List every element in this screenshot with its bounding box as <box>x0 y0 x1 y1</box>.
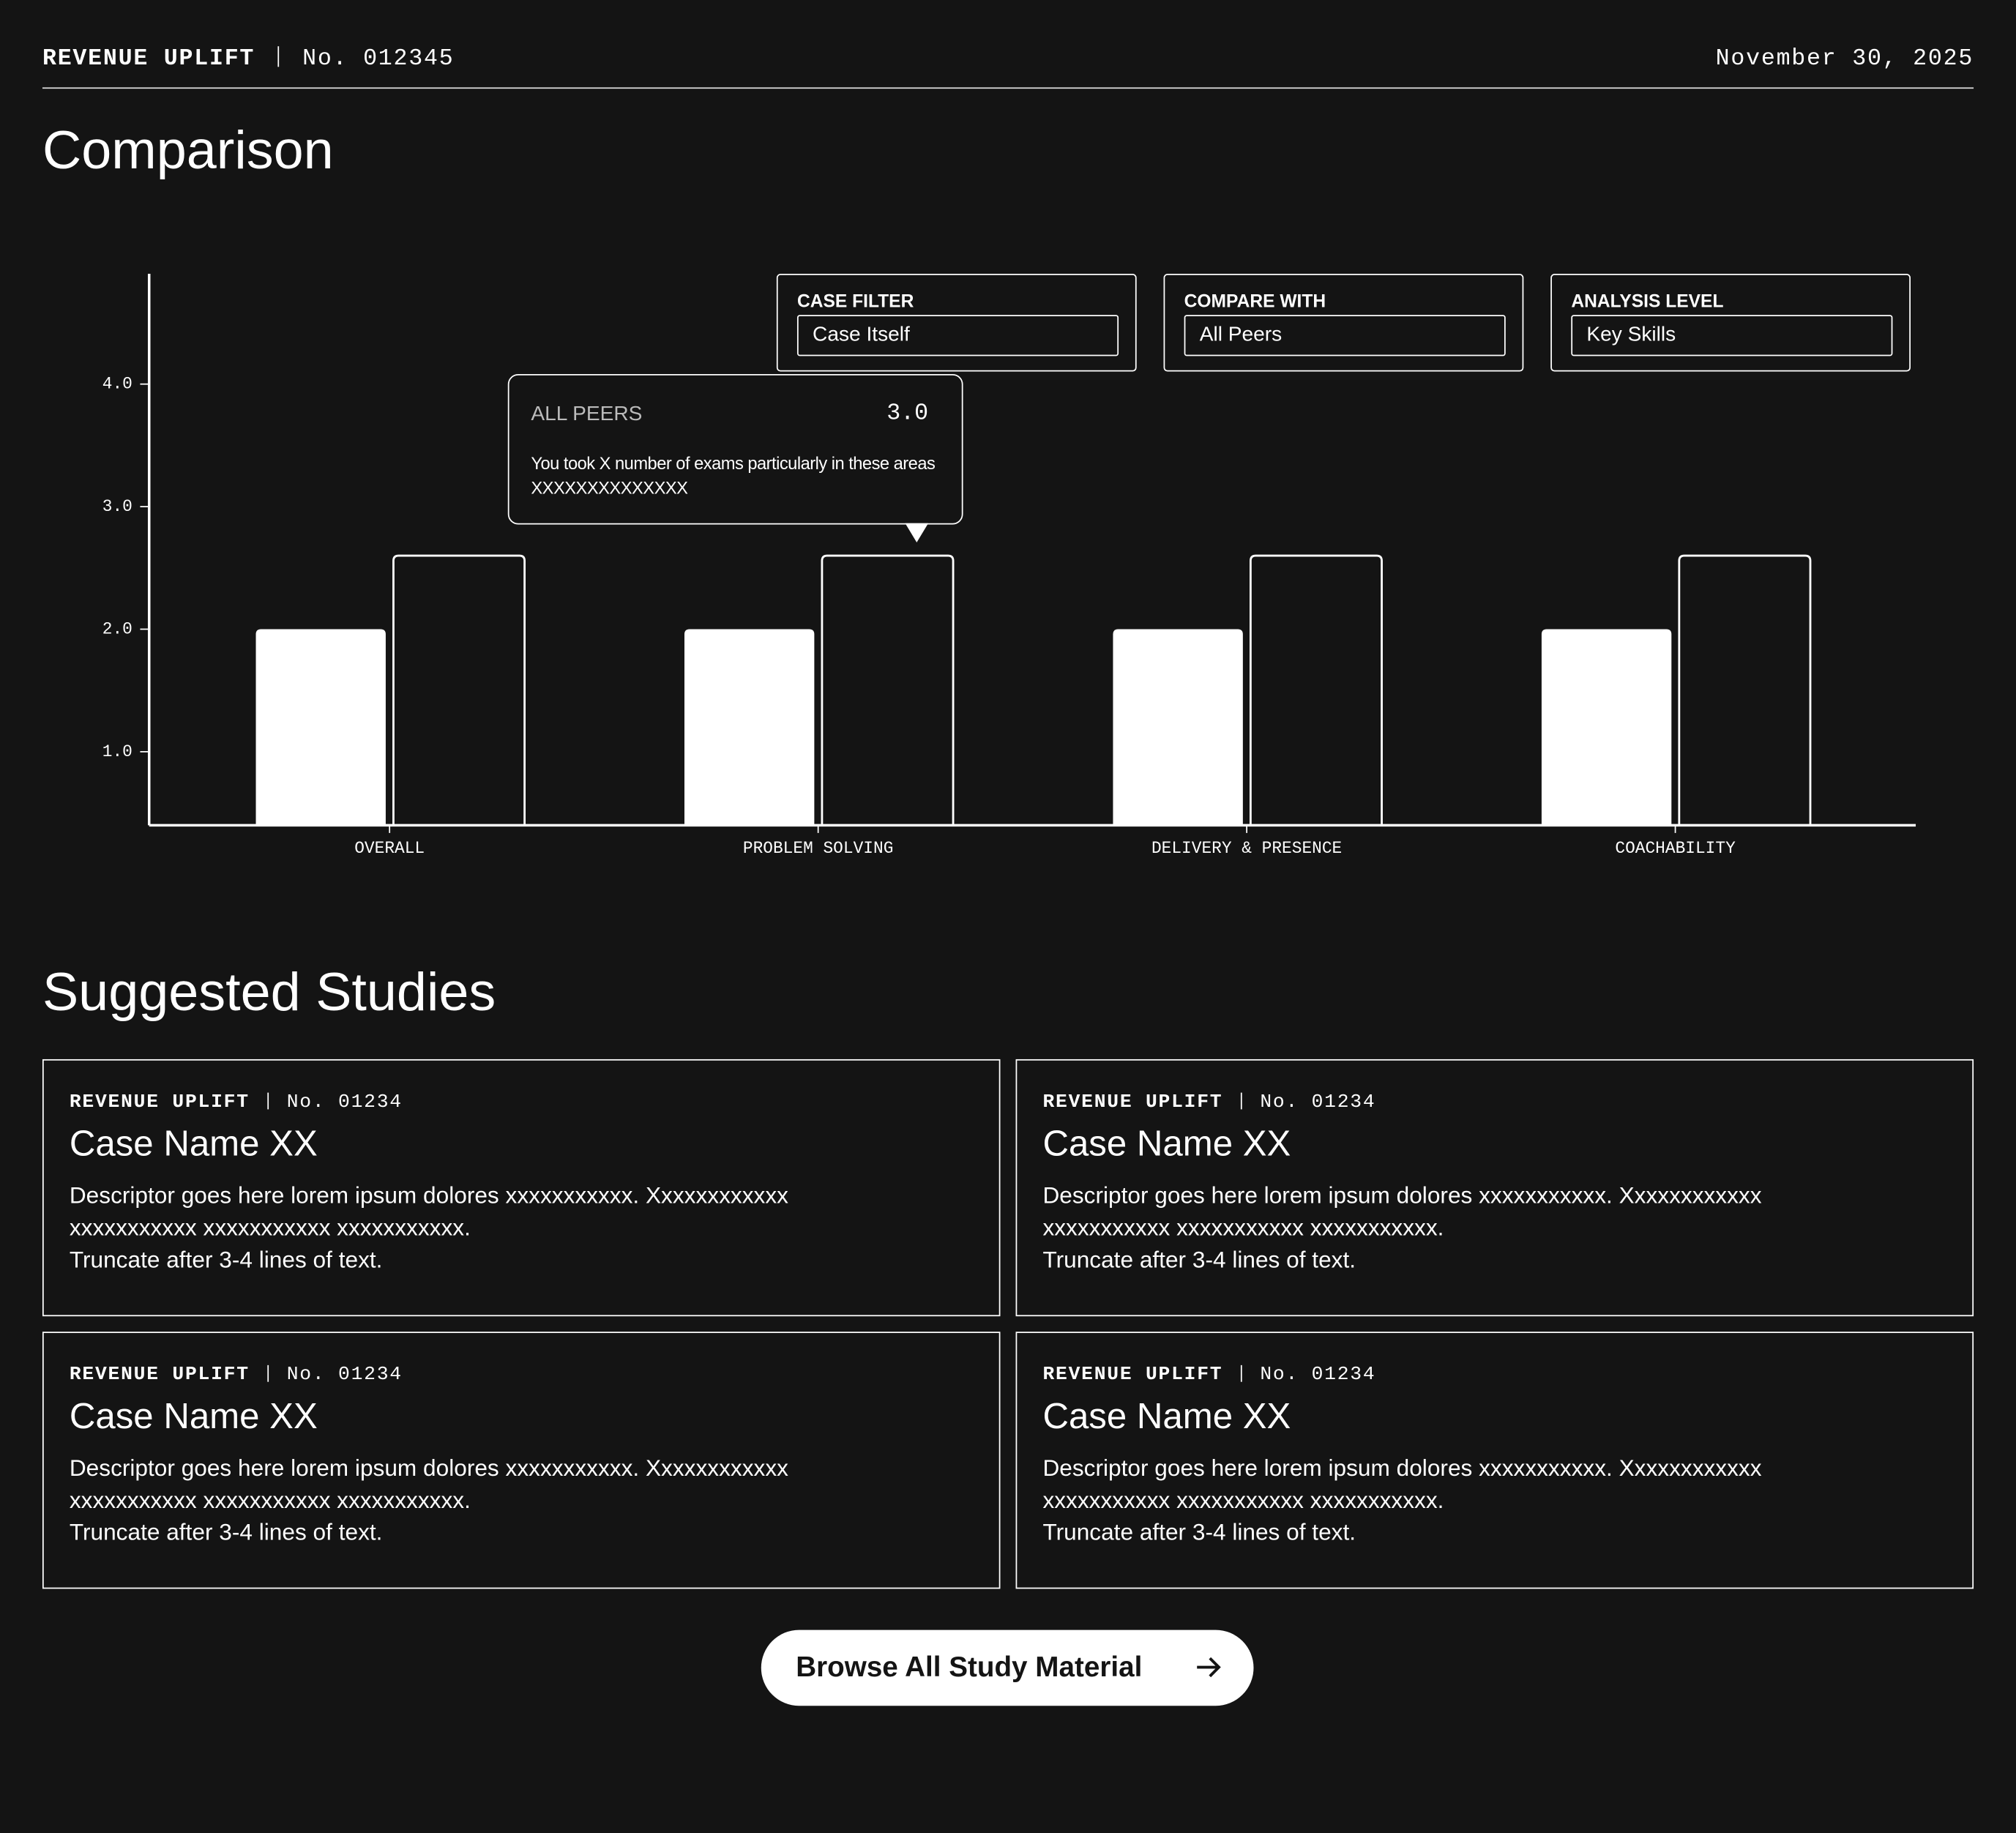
study-card[interactable]: REVENUE UPLIFT No. 01234 Case Name XX Descr… <box>42 1332 1001 1589</box>
descriptor-line: Descriptor goes here lorem ipsum dolores… <box>1042 1455 1762 1513</box>
filter-dropdown[interactable]: ANALYSIS LEVEL Key Skills <box>1550 274 1911 372</box>
button-label: Browse All Study Material <box>796 1650 1143 1683</box>
filter-dropdown[interactable]: CASE FILTER Case Itself <box>776 274 1137 372</box>
separator <box>1240 1365 1242 1382</box>
card-brand: REVENUE UPLIFT <box>1042 1091 1223 1113</box>
report-date: November 30, 2025 <box>1715 46 1974 72</box>
bar <box>1541 629 1672 826</box>
card-descriptor: Descriptor goes here lorem ipsum dolores… <box>1042 1452 1865 1549</box>
y-tick-label: 4.0 <box>102 375 132 394</box>
card-title: Case Name XX <box>1042 1396 1291 1436</box>
section-title: Suggested Studies <box>42 961 496 1023</box>
section-title: Comparison <box>42 119 334 180</box>
descriptor-line: Descriptor goes here lorem ipsum dolores… <box>69 1455 788 1513</box>
card-brand: REVENUE UPLIFT <box>69 1091 250 1113</box>
tooltip-pointer <box>905 523 929 543</box>
y-tick-label: 3.0 <box>102 497 132 516</box>
card-brand: REVENUE UPLIFT <box>1042 1364 1223 1386</box>
y-tick-label: 1.0 <box>102 742 132 761</box>
filter-value: Case Itself <box>796 315 1119 356</box>
card-descriptor: Descriptor goes here lorem ipsum dolores… <box>70 1452 892 1549</box>
x-tick-label: COACHABILITY <box>1615 839 1736 858</box>
card-number: No. 01234 <box>1260 1091 1376 1113</box>
descriptor-line: Truncate after 3-4 lines of text. <box>1042 1519 1356 1545</box>
bar <box>1249 554 1383 826</box>
tooltip-value: 3.0 <box>886 400 929 427</box>
study-card[interactable]: REVENUE UPLIFT No. 01234 Case Name XX Descr… <box>42 1059 1001 1317</box>
tooltip-text: You took X number of exams particularly … <box>531 453 936 498</box>
card-meta: REVENUE UPLIFT No. 01234 <box>70 1091 974 1113</box>
browse-button[interactable]: Browse All Study Material <box>761 1629 1254 1706</box>
card-meta: REVENUE UPLIFT No. 01234 <box>1042 1364 1946 1386</box>
card-meta: REVENUE UPLIFT No. 01234 <box>70 1364 974 1386</box>
x-tick-label: PROBLEM SOLVING <box>743 839 894 858</box>
report-number: No. 012345 <box>302 46 455 72</box>
bar <box>1113 629 1243 826</box>
tooltip-name: ALL PEERS <box>531 403 643 426</box>
bar <box>255 629 386 826</box>
chart: 1.0 2.0 3.0 4.0 OVERALL PROBLEM SOLVING DELIVE… <box>102 274 1916 858</box>
study-card[interactable]: REVENUE UPLIFT No. 01234 Case Name XX Descr… <box>1015 1059 1974 1317</box>
card-title: Case Name XX <box>69 1123 318 1164</box>
separator <box>267 1092 269 1110</box>
filter-value: All Peers <box>1184 315 1506 356</box>
descriptor-line: Truncate after 3-4 lines of text. <box>69 1519 383 1545</box>
separator <box>267 1365 269 1382</box>
descriptor-line: Truncate after 3-4 lines of text. <box>69 1247 383 1273</box>
card-meta: REVENUE UPLIFT No. 01234 <box>1042 1091 1946 1113</box>
study-cards: REVENUE UPLIFT No. 01234 Case Name XX Descr… <box>42 1059 1974 1589</box>
separator <box>1240 1092 1242 1110</box>
bar <box>392 554 526 826</box>
filter-value: Key Skills <box>1571 315 1893 356</box>
separator <box>277 46 280 67</box>
card-descriptor: Descriptor goes here lorem ipsum dolores… <box>70 1180 892 1277</box>
arrow-icon <box>1197 1657 1221 1678</box>
card-number: No. 01234 <box>286 1091 403 1113</box>
card-title: Case Name XX <box>1042 1123 1291 1164</box>
card-title: Case Name XX <box>69 1396 318 1436</box>
card-number: No. 01234 <box>1260 1364 1376 1386</box>
filter-label: ANALYSIS LEVEL <box>1571 290 1724 311</box>
card-number: No. 01234 <box>286 1364 403 1386</box>
descriptor-line: Descriptor goes here lorem ipsum dolores… <box>69 1182 788 1241</box>
bar <box>1678 554 1812 826</box>
filter-label: CASE FILTER <box>796 290 914 311</box>
brand: REVENUE UPLIFT <box>42 46 255 72</box>
filter-dropdown[interactable]: COMPARE WITH All Peers <box>1163 274 1524 372</box>
card-descriptor: Descriptor goes here lorem ipsum dolores… <box>1042 1180 1865 1277</box>
bar <box>684 629 815 826</box>
filter-label: COMPARE WITH <box>1184 290 1326 311</box>
card-brand: REVENUE UPLIFT <box>69 1364 250 1386</box>
tooltip: ALL PEERS 3.0 You took X number of exams… <box>507 373 963 525</box>
bar <box>821 554 955 826</box>
descriptor-line: Descriptor goes here lorem ipsum dolores… <box>1042 1182 1762 1241</box>
y-tick-label: 2.0 <box>102 620 132 639</box>
x-tick-label: OVERALL <box>354 839 425 858</box>
x-tick-label: DELIVERY & PRESENCE <box>1151 839 1342 858</box>
header: REVENUE UPLIFT No. 012345 November 30, 20… <box>42 46 1974 89</box>
descriptor-line: Truncate after 3-4 lines of text. <box>1042 1247 1356 1273</box>
study-card[interactable]: REVENUE UPLIFT No. 01234 Case Name XX Descr… <box>1015 1332 1974 1589</box>
